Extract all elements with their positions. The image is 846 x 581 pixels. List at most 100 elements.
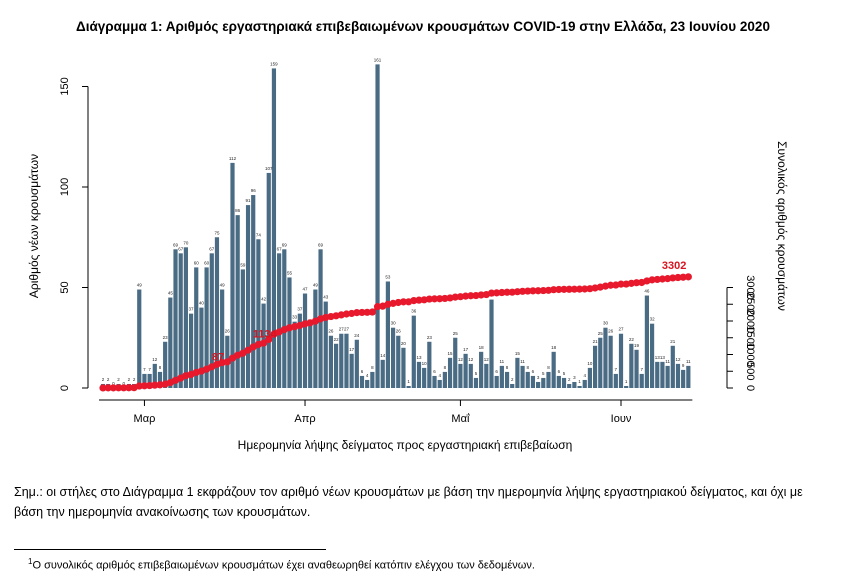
cumulative-point (353, 309, 361, 317)
cumulative-point (125, 384, 133, 392)
bar-value-label: 12 (484, 357, 490, 362)
cumulative-point (265, 335, 273, 344)
bar-value-label: 91 (246, 198, 252, 203)
bar-value-label: 6 (361, 369, 364, 374)
bar-value-label: 5 (475, 371, 478, 376)
cumulative-point (451, 293, 459, 301)
bar (152, 363, 157, 388)
cumulative-point (498, 288, 506, 297)
bar (567, 383, 572, 388)
bar (530, 375, 536, 388)
cumulative-point (653, 275, 661, 284)
bar-value-label: 20 (401, 341, 407, 346)
bar-value-label: 18 (551, 345, 557, 350)
bar (266, 172, 271, 388)
bar (256, 239, 261, 388)
cumulative-point (430, 295, 439, 303)
cumulative-point (669, 274, 677, 282)
bar (328, 335, 334, 388)
bar (639, 373, 644, 388)
bar-value-label: 0 (112, 381, 115, 386)
bar-value-label: 33 (292, 315, 298, 320)
bar-value-label: 8 (159, 365, 162, 370)
bar-value-label: 30 (603, 321, 609, 326)
bar-value-label: 55 (287, 270, 293, 275)
bar-value-label: 74 (256, 232, 262, 237)
bar-value-label: 32 (650, 317, 656, 322)
bar-value-label: 159 (270, 61, 278, 66)
bar-value-label: 2 (128, 377, 131, 382)
bar-value-label: 43 (323, 295, 329, 300)
cumulative-point (575, 285, 584, 293)
bar-value-label: 2 (568, 377, 571, 382)
bar (468, 363, 473, 388)
bar (292, 321, 297, 388)
cumulative-point (462, 292, 470, 300)
bar-value-label: 7 (148, 367, 151, 372)
bar (551, 351, 556, 388)
bar (411, 315, 416, 388)
y-tick-label-left: 0 (59, 385, 71, 391)
y-tick-label-right: 500 (744, 362, 756, 380)
bar-value-label: 4 (438, 373, 441, 378)
cumulative-point (223, 358, 231, 366)
y-tick-label-right: 2000 (744, 309, 756, 333)
cumulative-point (539, 286, 547, 295)
cumulative-point (109, 384, 117, 392)
bar (681, 369, 686, 388)
bar (365, 379, 370, 388)
bar (163, 341, 168, 388)
bar (561, 377, 567, 388)
bar-value-label: 6 (532, 369, 535, 374)
cumulative-point (146, 381, 154, 390)
bar-value-label: 19 (634, 343, 640, 348)
bar-value-label: 40 (199, 301, 205, 306)
cumulative-point (415, 296, 423, 304)
bar-value-label: 5 (542, 371, 545, 376)
cumulative-point (607, 281, 615, 289)
cumulative-point (658, 275, 667, 283)
bar (499, 365, 504, 388)
bar-value-label: 5 (563, 371, 566, 376)
y-tick-label-left: 50 (59, 281, 71, 293)
footnote-divider (14, 549, 326, 550)
bar-value-label: 0 (122, 381, 125, 386)
bar (396, 335, 401, 388)
bar (380, 359, 385, 388)
cumulative-point (534, 287, 542, 295)
bar-value-label: 12 (675, 357, 681, 362)
cumulative-point (679, 273, 687, 281)
bar (432, 375, 437, 388)
bar-value-label: 8 (444, 365, 447, 370)
bar (251, 195, 256, 388)
bar-value-label: 27 (339, 327, 345, 332)
bar (349, 353, 354, 388)
y-tick-label-left: 100 (59, 178, 71, 196)
cumulative-point (648, 276, 656, 284)
bar-value-label: 26 (396, 329, 402, 334)
bar-value-label: 69 (173, 242, 179, 247)
bar-value-label: 49 (313, 283, 319, 288)
bar-value-label: 11 (520, 359, 525, 364)
cumulative-point (524, 287, 532, 295)
bar-value-label: 46 (644, 289, 650, 294)
bar-value-label: 2 (133, 377, 136, 382)
cumulative-annotation: 87 (212, 352, 224, 364)
bar-value-label: 26 (608, 329, 614, 334)
x-axis-label: Ημερομηνία λήψης δείγματος προς εργαστηρ… (238, 438, 573, 452)
bar-value-label: 12 (468, 357, 474, 362)
bar (277, 253, 282, 388)
bar-value-label: 96 (251, 188, 257, 193)
bar-value-label: 8 (527, 365, 530, 370)
bar (686, 365, 691, 388)
bar (370, 371, 375, 388)
y-axis-right-label: Συνολικός αριθμός κρουσμάτων (775, 141, 789, 311)
cumulative-point (104, 384, 112, 392)
bar (525, 371, 530, 388)
bar-value-label: 17 (463, 347, 469, 352)
bar (390, 327, 396, 388)
x-tick-label: Ιουν (611, 413, 632, 425)
bar (137, 289, 142, 388)
cumulative-point (120, 384, 128, 392)
